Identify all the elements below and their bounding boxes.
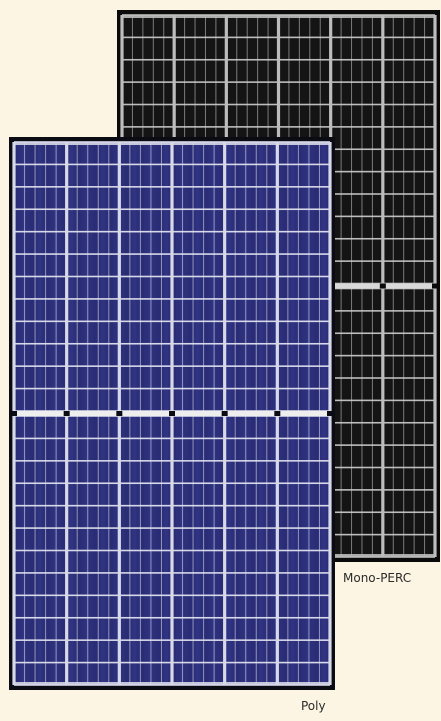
mono-perc-label: Mono-PERC bbox=[343, 571, 412, 585]
poly-label: Poly bbox=[301, 699, 326, 713]
poly-panel-image bbox=[9, 137, 335, 690]
poly-panel-icon bbox=[9, 137, 335, 690]
